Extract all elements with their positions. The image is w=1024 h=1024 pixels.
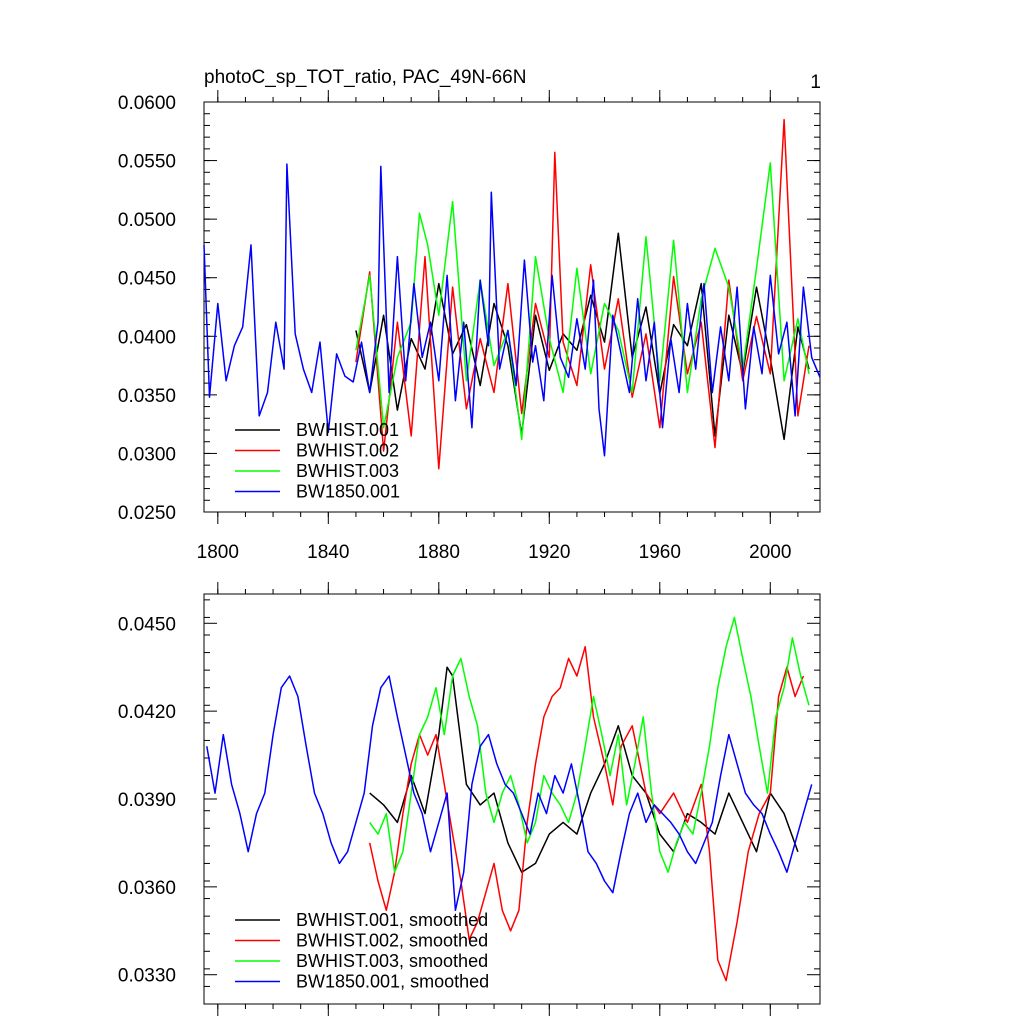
y-tick-label: 0.0300 [118, 444, 176, 465]
y-tick-label: 0.0400 [118, 327, 176, 348]
series-line-3 [369, 616, 810, 873]
x-tick-label: 1880 [418, 542, 460, 563]
legend-label: BWHIST.003, smoothed [296, 951, 488, 971]
y-tick-label: 0.0450 [118, 269, 176, 290]
legend-label: BWHIST.002, smoothed [296, 931, 488, 951]
y-tick-label: 0.0450 [118, 614, 176, 635]
x-tick-label: 1960 [639, 542, 681, 563]
x-tick-label: 2000 [749, 542, 791, 563]
y-tick-label: 0.0250 [118, 503, 176, 524]
series-line-4 [206, 675, 813, 912]
y-tick-label: 0.0360 [118, 878, 176, 899]
legend-label: BWHIST.002 [296, 441, 399, 461]
series-line-1 [369, 666, 799, 873]
x-tick-label: 1840 [307, 542, 349, 563]
series-line-2 [368, 645, 805, 982]
y-tick-label: 0.0330 [118, 966, 176, 987]
x-tick-label: 1800 [197, 542, 239, 563]
top-panel-title: photoC_sp_TOT_ratio, PAC_49N-66N [204, 67, 526, 88]
top-panel-corner-label: 1 [810, 72, 821, 93]
y-tick-label: 0.0350 [118, 386, 176, 407]
series-line-4 [203, 163, 821, 457]
legend-label: BWHIST.003 [296, 461, 399, 481]
y-tick-label: 0.0390 [118, 790, 176, 811]
y-tick-label: 0.0500 [118, 210, 176, 231]
y-tick-label: 0.0550 [118, 152, 176, 173]
series-line-3 [355, 162, 810, 441]
bottom-panel: 0.0330 0.0360 0.0390 0.0420 0.0450 BWHIST.001… [118, 582, 821, 1016]
legend-label: BW1850.001 [296, 482, 400, 502]
legend-label: BWHIST.001 [296, 420, 399, 440]
legend-label: BW1850.001, smoothed [296, 972, 489, 992]
y-tick-label: 0.0420 [118, 702, 176, 723]
top-panel: photoC_sp_TOT_ratio, PAC_49N-66N 1 0.025… [118, 67, 821, 563]
y-tick-label: 0.0600 [118, 93, 176, 114]
series-line-2 [355, 118, 810, 470]
plot-frame [203, 101, 821, 513]
x-tick-label: 1920 [528, 542, 570, 563]
legend-label: BWHIST.001, smoothed [296, 910, 488, 930]
